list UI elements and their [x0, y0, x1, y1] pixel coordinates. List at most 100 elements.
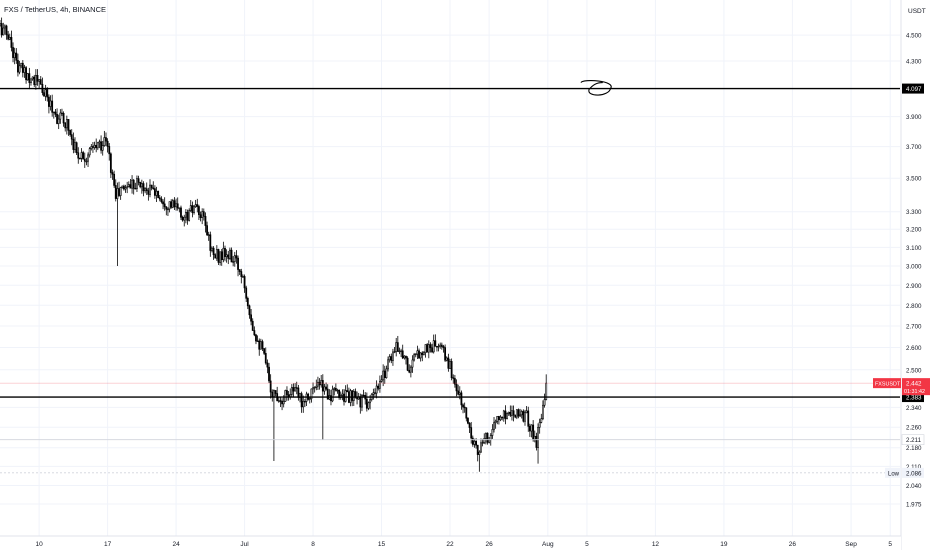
candle[interactable] — [95, 138, 98, 153]
candle-body[interactable] — [423, 352, 425, 355]
candle[interactable] — [427, 340, 430, 359]
candle-body[interactable] — [220, 251, 223, 261]
candle-body[interactable] — [493, 422, 495, 430]
candle[interactable] — [507, 411, 510, 416]
candle[interactable] — [308, 397, 311, 404]
candle[interactable] — [15, 48, 18, 64]
candle[interactable] — [246, 296, 249, 310]
candle[interactable] — [506, 412, 508, 420]
candle[interactable] — [75, 141, 78, 156]
candle-body[interactable] — [186, 212, 189, 221]
candle-body[interactable] — [346, 390, 349, 393]
candle-body[interactable] — [116, 188, 119, 199]
candle[interactable] — [409, 365, 412, 378]
candle-body[interactable] — [101, 145, 104, 151]
candle[interactable] — [462, 403, 464, 414]
candle[interactable] — [43, 89, 45, 97]
candle[interactable] — [121, 185, 124, 189]
candle-body[interactable] — [56, 114, 58, 124]
candle[interactable] — [199, 211, 202, 222]
candle-body[interactable] — [78, 157, 81, 160]
candle-body[interactable] — [427, 344, 430, 353]
candle-body[interactable] — [57, 118, 60, 124]
candle-body[interactable] — [268, 366, 270, 382]
candle-body[interactable] — [13, 52, 16, 58]
candle[interactable] — [256, 335, 259, 342]
candle[interactable] — [178, 207, 181, 213]
candle[interactable] — [80, 148, 83, 162]
candle[interactable] — [453, 374, 456, 388]
candle-body[interactable] — [421, 352, 424, 355]
candle[interactable] — [144, 187, 147, 194]
candle-body[interactable] — [475, 440, 477, 446]
candle-body[interactable] — [30, 78, 32, 83]
candle[interactable] — [217, 248, 220, 265]
candle-body[interactable] — [352, 391, 355, 401]
candle[interactable] — [0, 20, 1, 27]
candle-body[interactable] — [165, 206, 168, 210]
candle-body[interactable] — [294, 387, 297, 392]
candle[interactable] — [111, 169, 114, 180]
candle-body[interactable] — [70, 134, 73, 140]
candle-body[interactable] — [390, 356, 393, 361]
candle-body[interactable] — [222, 247, 225, 261]
candle-body[interactable] — [264, 353, 267, 364]
candle-body[interactable] — [392, 351, 394, 361]
candle-body[interactable] — [225, 254, 228, 257]
candle-body[interactable] — [506, 413, 508, 420]
annotation-layer[interactable] — [580, 80, 612, 96]
candle[interactable] — [101, 140, 104, 156]
candle[interactable] — [228, 247, 231, 260]
candle-body[interactable] — [321, 380, 324, 392]
candle-body[interactable] — [449, 361, 451, 369]
candle[interactable] — [344, 385, 347, 403]
candle[interactable] — [204, 212, 207, 233]
candle[interactable] — [424, 344, 427, 358]
candle[interactable] — [375, 380, 378, 399]
candle[interactable] — [336, 388, 339, 394]
candle[interactable] — [20, 62, 23, 69]
candle-body[interactable] — [406, 357, 409, 371]
candle[interactable] — [149, 179, 151, 198]
candle[interactable] — [467, 417, 469, 425]
candle[interactable] — [522, 409, 525, 423]
candle-body[interactable] — [514, 414, 517, 418]
candle[interactable] — [445, 356, 448, 362]
candle-body[interactable] — [418, 350, 420, 359]
candle-body[interactable] — [408, 369, 411, 373]
candle-body[interactable] — [542, 404, 544, 419]
candle[interactable] — [333, 386, 336, 396]
candle-body[interactable] — [189, 205, 192, 211]
candle[interactable] — [194, 199, 197, 208]
candle[interactable] — [465, 407, 468, 422]
candle-body[interactable] — [310, 388, 313, 399]
candle-body[interactable] — [325, 386, 327, 390]
candle-body[interactable] — [525, 410, 528, 414]
candle[interactable] — [61, 108, 63, 116]
candle[interactable] — [460, 390, 463, 410]
candle-body[interactable] — [124, 187, 127, 190]
candle[interactable] — [235, 250, 238, 264]
candle-body[interactable] — [237, 257, 239, 270]
candle[interactable] — [51, 94, 54, 117]
candle[interactable] — [496, 416, 499, 425]
candle[interactable] — [85, 157, 88, 166]
candle-body[interactable] — [388, 356, 391, 361]
candle-body[interactable] — [227, 254, 230, 259]
candle[interactable] — [535, 432, 538, 451]
candle-body[interactable] — [253, 330, 256, 336]
candle-body[interactable] — [134, 187, 137, 190]
candle-body[interactable] — [271, 391, 274, 397]
candle-body[interactable] — [212, 247, 215, 256]
candle[interactable] — [67, 119, 70, 136]
time-scale-panel[interactable] — [0, 536, 901, 550]
candle-body[interactable] — [292, 387, 295, 392]
candle[interactable] — [175, 198, 177, 211]
candle[interactable] — [321, 374, 324, 440]
candle-body[interactable] — [419, 352, 422, 359]
candle-body[interactable] — [266, 362, 269, 368]
candle-body[interactable] — [109, 153, 112, 173]
candle[interactable] — [395, 337, 398, 357]
candle[interactable] — [398, 347, 401, 355]
candle[interactable] — [351, 390, 354, 407]
